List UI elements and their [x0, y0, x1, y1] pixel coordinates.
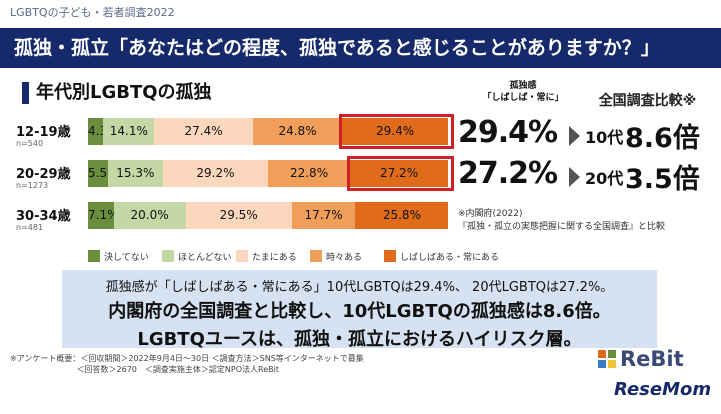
footnote-line1: ※アンケート概要：＜回収期間＞2022年9月4日〜30日 ＜調査方法＞SNS等イ… [10, 354, 364, 363]
resemom-logo: ReseMom [614, 379, 712, 400]
legend-label: 決してない [104, 253, 149, 263]
legend-label: たまにある [252, 253, 297, 263]
bar-segment: 24.8% [252, 118, 343, 145]
footnote-line2: ＜回答数＞2670 ＜調査実施主体＞認定NPO法人ReBit [10, 365, 279, 374]
row-n-12-19: n=540 [16, 139, 44, 148]
bar-segment: 15.3% [107, 160, 163, 187]
section-marker [22, 82, 29, 104]
legend-label: 時々ある [326, 253, 363, 263]
gen-10s: 10代 [585, 128, 624, 147]
legend-swatch [88, 250, 100, 262]
bar-segment: 22.8% [268, 160, 351, 187]
legend-swatch [236, 250, 248, 262]
gen-20s: 20代 [585, 169, 624, 188]
loneliness-header-line1: 孤独感 [509, 81, 537, 91]
summary-line2: 内閣府の全国調査と比較し、10代LGBTQの孤独感は8.6倍。 [108, 301, 611, 322]
bar-segment: 14.1% [103, 118, 155, 145]
bar-segment: 17.7% [291, 202, 356, 229]
footnote: ※アンケート概要：＜回収期間＞2022年9月4日〜30日 ＜調査方法＞SNS等イ… [10, 353, 364, 375]
legend-label: ほとんどない [178, 253, 232, 263]
legend-swatch [310, 250, 322, 262]
summary-line3: LGBTQユースは、孤独・孤立におけるハイリスク層。 [137, 329, 582, 350]
row-n-30-34: n=481 [16, 223, 44, 232]
pct-10s: 29.4% [458, 115, 558, 150]
loneliness-column-header: 孤独感 「しばしば・常に」 [468, 80, 578, 104]
source-note: ※内閣府(2022) 『孤独・孤立の実態把握に関する全国調査』と比較 [458, 208, 665, 234]
source-line1: ※内閣府(2022) [458, 209, 523, 219]
page-title: 孤独・孤立「あなたはどの程度、孤独であると感じることがありますか？」 [0, 28, 721, 68]
highlight-box [339, 114, 454, 149]
section-title: 年代別LGBTQの孤独 [36, 82, 212, 103]
bar-segment: 7.1% [88, 202, 114, 229]
summary-box: 孤独感が「しばしばある・常にある」10代LGBTQは29.4%、 20代LGBT… [62, 270, 657, 350]
rebit-logo-icon [598, 350, 616, 368]
legend-swatch [162, 250, 174, 262]
bar-segment: 29.5% [185, 202, 292, 229]
survey-label: LGBTQの子ども・若者調査2022 [10, 6, 175, 19]
source-line2: 『孤独・孤立の実態把握に関する全国調査』と比較 [458, 222, 666, 232]
pct-20s: 27.2% [458, 156, 558, 191]
bar-segment: 27.2% [350, 160, 448, 187]
legend-label: しばしばある・常にある [400, 253, 500, 263]
bar-segment: 5.5% [88, 160, 108, 187]
loneliness-header-line2: 「しばしば・常に」 [482, 93, 564, 103]
rebit-logo: ReBit [620, 347, 684, 371]
bar-segment: 25.8% [355, 202, 449, 229]
national-comparison-header: 全国調査比較※ [598, 93, 697, 109]
row-n-20-29: n=1273 [16, 181, 49, 190]
bar-segment: 4.3% [88, 118, 104, 145]
legend-swatch [384, 250, 396, 262]
row-label-12-19: 12-19歳 [16, 125, 71, 140]
bar-segment: 29.4% [342, 118, 448, 145]
times-20s: 3.5倍 [625, 164, 700, 195]
row-label-20-29: 20-29歳 [16, 167, 71, 182]
arrow-right-icon [569, 167, 580, 187]
bar-segment: 27.4% [154, 118, 253, 145]
arrow-right-icon [569, 126, 580, 146]
bar-segment: 20.0% [113, 202, 186, 229]
highlight-box [347, 156, 454, 191]
bar-segment: 29.2% [162, 160, 268, 187]
times-10s: 8.6倍 [625, 123, 700, 154]
row-label-30-34: 30-34歳 [16, 209, 71, 224]
summary-line1: 孤独感が「しばしばある・常にある」10代LGBTQは29.4%、 20代LGBT… [105, 280, 614, 295]
